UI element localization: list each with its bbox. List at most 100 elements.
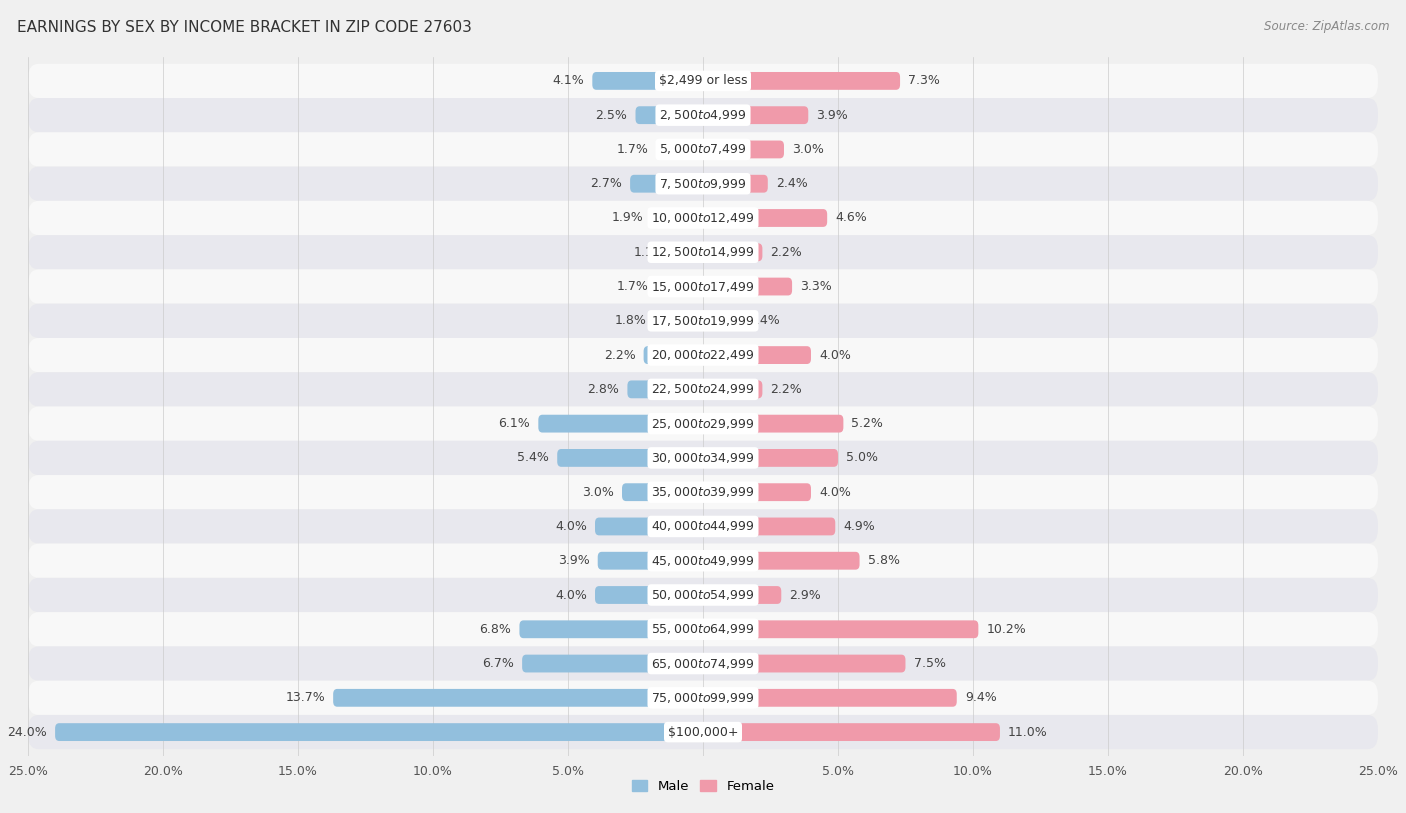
Text: $100,000+: $100,000+: [668, 725, 738, 738]
FancyBboxPatch shape: [703, 346, 811, 364]
FancyBboxPatch shape: [28, 201, 1378, 235]
Text: 1.7%: 1.7%: [617, 280, 650, 293]
FancyBboxPatch shape: [28, 372, 1378, 406]
FancyBboxPatch shape: [703, 586, 782, 604]
Text: 11.0%: 11.0%: [1008, 725, 1047, 738]
FancyBboxPatch shape: [703, 312, 741, 330]
FancyBboxPatch shape: [28, 167, 1378, 201]
Text: $75,000 to $99,999: $75,000 to $99,999: [651, 691, 755, 705]
FancyBboxPatch shape: [703, 415, 844, 433]
Text: 5.0%: 5.0%: [846, 451, 879, 464]
Text: 3.0%: 3.0%: [582, 485, 614, 498]
FancyBboxPatch shape: [595, 518, 703, 536]
FancyBboxPatch shape: [28, 304, 1378, 338]
FancyBboxPatch shape: [28, 475, 1378, 509]
FancyBboxPatch shape: [703, 175, 768, 193]
Text: 5.2%: 5.2%: [852, 417, 883, 430]
FancyBboxPatch shape: [28, 63, 1378, 98]
Text: $20,000 to $22,499: $20,000 to $22,499: [651, 348, 755, 362]
FancyBboxPatch shape: [557, 449, 703, 467]
FancyBboxPatch shape: [703, 72, 900, 89]
Legend: Male, Female: Male, Female: [626, 775, 780, 798]
FancyBboxPatch shape: [28, 338, 1378, 372]
FancyBboxPatch shape: [592, 72, 703, 89]
Text: 2.2%: 2.2%: [770, 383, 803, 396]
Text: 4.0%: 4.0%: [555, 520, 586, 533]
Text: 5.4%: 5.4%: [517, 451, 550, 464]
Text: 2.9%: 2.9%: [789, 589, 821, 602]
FancyBboxPatch shape: [28, 509, 1378, 544]
Text: 10.2%: 10.2%: [987, 623, 1026, 636]
FancyBboxPatch shape: [703, 689, 956, 706]
Text: 6.7%: 6.7%: [482, 657, 515, 670]
Text: $50,000 to $54,999: $50,000 to $54,999: [651, 588, 755, 602]
FancyBboxPatch shape: [28, 98, 1378, 133]
Text: 1.9%: 1.9%: [612, 211, 644, 224]
FancyBboxPatch shape: [703, 552, 859, 570]
Text: $15,000 to $17,499: $15,000 to $17,499: [651, 280, 755, 293]
Text: $7,500 to $9,999: $7,500 to $9,999: [659, 176, 747, 191]
Text: 6.8%: 6.8%: [479, 623, 512, 636]
FancyBboxPatch shape: [28, 441, 1378, 475]
FancyBboxPatch shape: [522, 654, 703, 672]
FancyBboxPatch shape: [673, 243, 703, 261]
FancyBboxPatch shape: [703, 243, 762, 261]
Text: $22,500 to $24,999: $22,500 to $24,999: [651, 382, 755, 397]
Text: $10,000 to $12,499: $10,000 to $12,499: [651, 211, 755, 225]
Text: 2.8%: 2.8%: [588, 383, 619, 396]
FancyBboxPatch shape: [55, 724, 703, 741]
Text: $17,500 to $19,999: $17,500 to $19,999: [651, 314, 755, 328]
FancyBboxPatch shape: [703, 277, 792, 295]
FancyBboxPatch shape: [703, 449, 838, 467]
FancyBboxPatch shape: [28, 235, 1378, 269]
Text: Source: ZipAtlas.com: Source: ZipAtlas.com: [1264, 20, 1389, 33]
FancyBboxPatch shape: [703, 483, 811, 501]
FancyBboxPatch shape: [28, 133, 1378, 167]
Text: $30,000 to $34,999: $30,000 to $34,999: [651, 451, 755, 465]
FancyBboxPatch shape: [28, 715, 1378, 750]
FancyBboxPatch shape: [703, 620, 979, 638]
Text: 1.1%: 1.1%: [634, 246, 665, 259]
FancyBboxPatch shape: [621, 483, 703, 501]
Text: 2.7%: 2.7%: [591, 177, 621, 190]
FancyBboxPatch shape: [703, 654, 905, 672]
Text: 24.0%: 24.0%: [7, 725, 46, 738]
Text: 2.5%: 2.5%: [596, 109, 627, 122]
FancyBboxPatch shape: [652, 209, 703, 227]
Text: 13.7%: 13.7%: [285, 691, 325, 704]
Text: EARNINGS BY SEX BY INCOME BRACKET IN ZIP CODE 27603: EARNINGS BY SEX BY INCOME BRACKET IN ZIP…: [17, 20, 472, 35]
FancyBboxPatch shape: [654, 312, 703, 330]
FancyBboxPatch shape: [657, 141, 703, 159]
Text: $65,000 to $74,999: $65,000 to $74,999: [651, 657, 755, 671]
FancyBboxPatch shape: [703, 141, 785, 159]
Text: 7.5%: 7.5%: [914, 657, 946, 670]
Text: 9.4%: 9.4%: [965, 691, 997, 704]
Text: 2.4%: 2.4%: [776, 177, 807, 190]
FancyBboxPatch shape: [703, 724, 1000, 741]
Text: 4.1%: 4.1%: [553, 75, 585, 88]
FancyBboxPatch shape: [644, 346, 703, 364]
Text: 3.0%: 3.0%: [792, 143, 824, 156]
Text: $40,000 to $44,999: $40,000 to $44,999: [651, 520, 755, 533]
FancyBboxPatch shape: [28, 406, 1378, 441]
Text: $2,499 or less: $2,499 or less: [659, 75, 747, 88]
Text: 1.8%: 1.8%: [614, 315, 647, 328]
FancyBboxPatch shape: [28, 612, 1378, 646]
FancyBboxPatch shape: [657, 277, 703, 295]
Text: 1.4%: 1.4%: [749, 315, 780, 328]
FancyBboxPatch shape: [28, 544, 1378, 578]
Text: $2,500 to $4,999: $2,500 to $4,999: [659, 108, 747, 122]
FancyBboxPatch shape: [28, 269, 1378, 304]
Text: 3.9%: 3.9%: [817, 109, 848, 122]
FancyBboxPatch shape: [630, 175, 703, 193]
FancyBboxPatch shape: [598, 552, 703, 570]
Text: 4.0%: 4.0%: [820, 485, 851, 498]
FancyBboxPatch shape: [333, 689, 703, 706]
Text: $5,000 to $7,499: $5,000 to $7,499: [659, 142, 747, 156]
FancyBboxPatch shape: [636, 107, 703, 124]
Text: 6.1%: 6.1%: [499, 417, 530, 430]
Text: 7.3%: 7.3%: [908, 75, 941, 88]
FancyBboxPatch shape: [519, 620, 703, 638]
Text: 2.2%: 2.2%: [770, 246, 803, 259]
Text: 2.2%: 2.2%: [603, 349, 636, 362]
